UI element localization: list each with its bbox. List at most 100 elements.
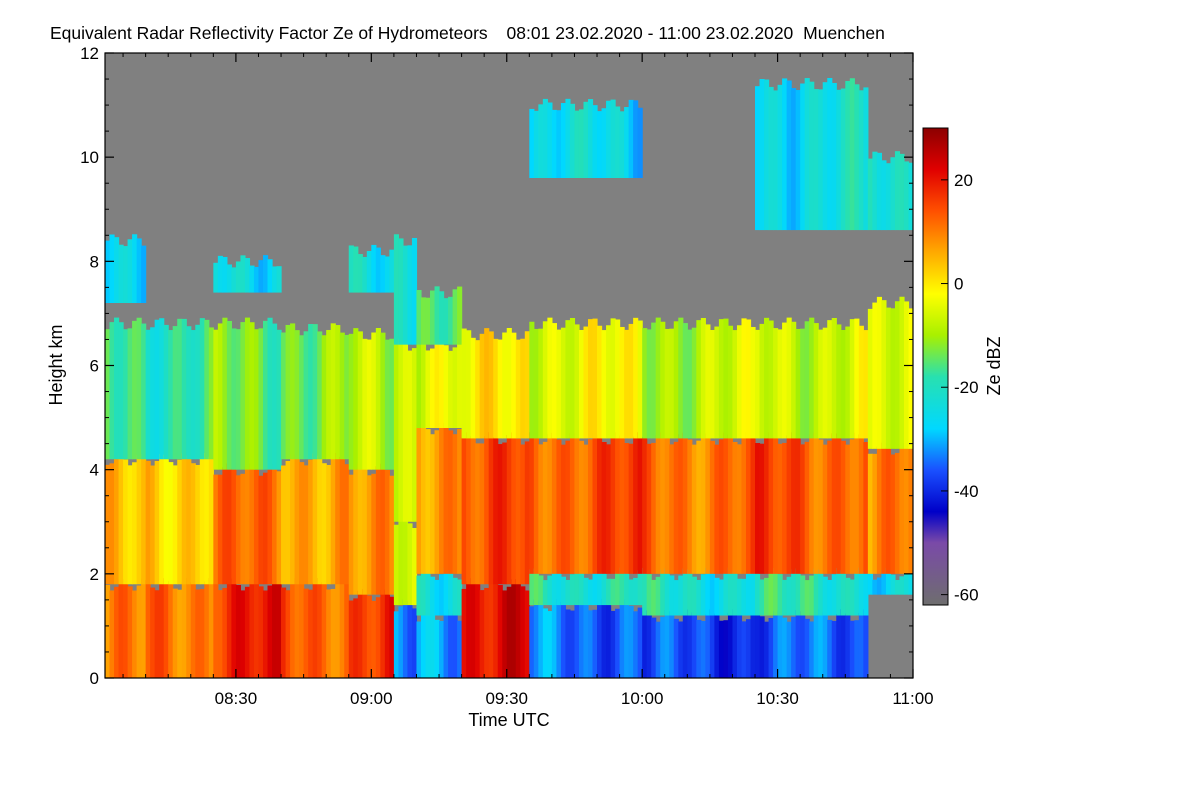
reflectivity-cell [876,296,882,449]
reflectivity-cell [294,330,300,460]
reflectivity-cell [822,82,828,231]
reflectivity-cell [818,569,824,616]
reflectivity-cell [687,329,693,439]
reflectivity-cell [714,444,720,574]
reflectivity-cell [827,579,833,616]
reflectivity-cell [186,326,192,460]
reflectivity-cell [389,338,395,470]
reflectivity-cell [669,328,675,439]
reflectivity-cell [357,463,363,595]
reflectivity-cell [439,620,445,678]
reflectivity-cell [741,437,747,574]
reflectivity-cell [502,332,508,439]
reflectivity-cell [804,580,810,616]
reflectivity-cell [362,468,368,595]
reflectivity-cell [348,600,354,678]
x-axis: 08:30 09:00 09:30 10:00 10:30 11:00 [122,53,934,708]
reflectivity-cell [836,324,842,439]
reflectivity-cell [308,324,314,460]
reflectivity-cell [425,429,431,574]
reflectivity-cell [669,611,675,678]
reflectivity-cell [854,84,860,231]
reflectivity-cell [610,99,616,178]
reflectivity-cell [430,612,436,678]
reflectivity-cell [809,434,815,574]
reflectivity-cell [208,578,214,678]
reflectivity-cell [457,339,463,428]
reflectivity-cell [786,80,792,231]
reflectivity-cell [330,458,336,585]
reflectivity-cell [420,615,427,678]
reflectivity-cell [755,609,761,678]
reflectivity-cell [529,606,535,678]
reflectivity-cell [840,88,846,231]
reflectivity-cell [890,308,896,449]
reflectivity-cell [186,578,192,678]
reflectivity-cell [402,245,409,345]
reflectivity-cell [317,455,323,585]
reflectivity-cell [818,439,824,574]
reflectivity-cell [141,323,147,460]
reflectivity-cell [371,473,377,595]
reflectivity-cell [615,432,621,574]
reflectivity-cell [344,334,350,460]
reflectivity-cell [858,567,864,616]
reflectivity-cell [894,580,901,595]
reflectivity-cell [849,319,855,439]
reflectivity-cell [637,107,643,178]
reflectivity-cell [831,574,837,616]
reflectivity-cell [276,266,282,293]
reflectivity-cell [700,317,706,439]
reflectivity-cell [872,453,878,574]
reflectivity-cell [317,578,323,678]
colorbar-ticks: 20 0 -20 -40 -60 [941,171,979,605]
reflectivity-cell [127,328,133,460]
reflectivity-cell [217,474,223,585]
reflectivity-cell [439,574,445,616]
reflectivity-cell [773,610,779,678]
reflectivity-cell [159,318,165,460]
reflectivity-cell [755,443,761,574]
reflectivity-cell [813,615,819,678]
reflectivity-cell [741,621,747,678]
reflectivity-cell [425,297,431,345]
reflectivity-cell [664,609,670,678]
reflectivity-cell [791,321,797,439]
reflectivity-cell [114,317,120,460]
reflectivity-cell [172,465,178,585]
reflectivity-cell [253,266,260,293]
reflectivity-cell [281,587,287,678]
reflectivity-cell [547,102,553,178]
reflectivity-cell [818,329,824,439]
reflectivity-cell [714,577,720,616]
reflectivity-cell [244,258,251,293]
reflectivity-cell [682,323,688,439]
reflectivity-cell [452,613,458,678]
reflectivity-cell [222,467,228,585]
reflectivity-cell [416,338,422,428]
reflectivity-cell [741,318,747,439]
reflectivity-cell [673,618,679,678]
reflectivity-cell [389,249,395,293]
reflectivity-cell [569,574,576,606]
reflectivity-cell [687,609,693,678]
reflectivity-cell [646,329,652,439]
reflectivity-cell [768,86,774,231]
reflectivity-cell [849,620,855,678]
reflectivity-cell [655,317,661,439]
reflectivity-cell [493,437,499,585]
reflectivity-cell [443,298,449,345]
reflectivity-cell [827,440,833,574]
reflectivity-cell [420,568,427,616]
reflectivity-cell [899,153,905,231]
reflectivity-cell [727,567,734,616]
reflectivity-cell [606,100,612,178]
reflectivity-cell [181,582,187,678]
reflectivity-cell [565,98,571,178]
reflectivity-cell [272,323,278,470]
reflectivity-cell [755,86,761,231]
reflectivity-cell [881,442,887,574]
reflectivity-cell [339,578,345,678]
reflectivity-cell [908,568,913,595]
reflectivity-cell [894,452,901,574]
